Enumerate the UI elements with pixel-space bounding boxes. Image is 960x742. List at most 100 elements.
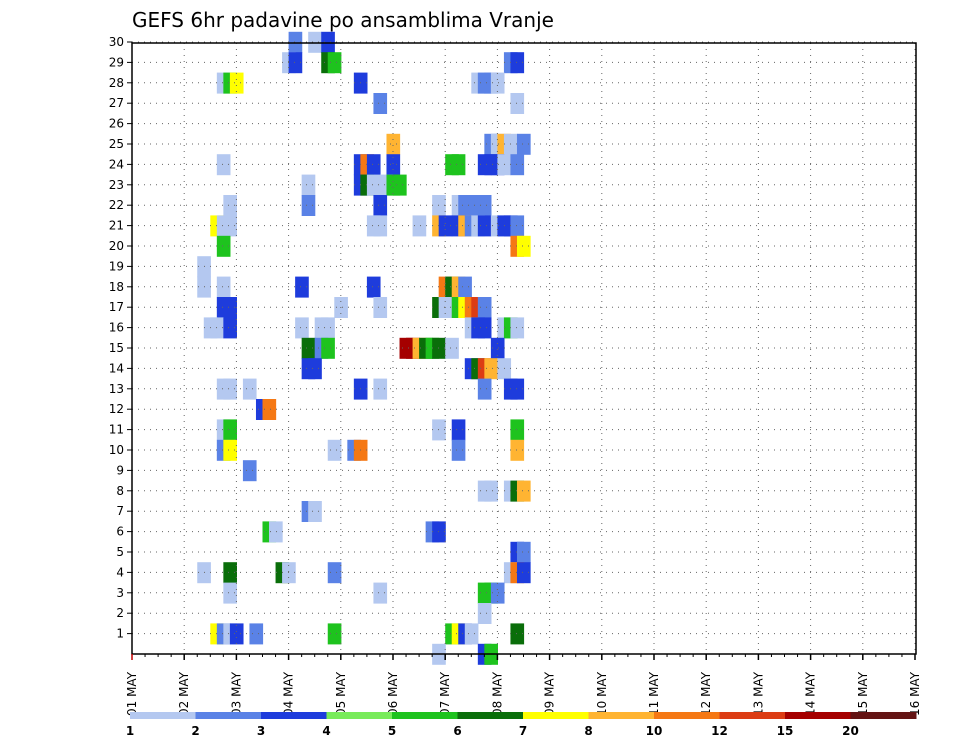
legend-label: 15 (777, 724, 794, 738)
heatmap-cell (445, 337, 459, 359)
heatmap-cell (249, 623, 264, 645)
heatmap-cell (295, 276, 309, 298)
legend-label: 2 (191, 724, 199, 738)
heatmap-cell (510, 317, 525, 339)
legend-swatch (261, 712, 327, 719)
legend-label: 7 (519, 724, 527, 738)
y-tick-label: 8 (116, 484, 124, 498)
y-tick-label: 13 (109, 382, 124, 396)
legend-swatch (785, 712, 851, 719)
heatmap-cell (451, 154, 466, 176)
x-tick-label: 15 MAY (856, 671, 870, 716)
heatmap-cell (242, 460, 257, 482)
y-tick-label: 11 (109, 423, 124, 437)
heatmap-cell (393, 174, 407, 196)
heatmap-cell (373, 378, 388, 400)
heatmap-cell (223, 215, 237, 237)
heatmap-cell (295, 317, 309, 339)
x-axis: 01 MAY 02 MAY 03 MAY 04 MAY 05 MAY 06 MAY 07 M… (125, 654, 922, 716)
heatmap-cell (301, 337, 316, 359)
x-tick-label: 14 MAY (804, 671, 818, 716)
legend-label: 3 (257, 724, 265, 738)
y-tick-label: 27 (109, 96, 124, 110)
heatmap-cell (223, 582, 237, 604)
heatmap-cell (510, 378, 525, 400)
heatmap-cell (308, 358, 322, 380)
heatmap-cell (327, 52, 342, 74)
heatmap-cell (451, 419, 466, 441)
heatmap-cell (308, 501, 322, 522)
y-tick-label: 5 (116, 545, 124, 559)
heatmap-cell (327, 623, 342, 645)
x-tick-label: 01 MAY (125, 671, 139, 716)
heatmap-cell (262, 399, 277, 420)
x-tick-label: 11 MAY (647, 671, 661, 716)
legend-swatch (654, 712, 720, 719)
heatmap-cell (477, 317, 492, 339)
y-tick-label: 1 (116, 627, 124, 641)
heatmap-cell (301, 195, 316, 216)
legend-swatch (523, 712, 589, 719)
x-tick-label: 16 MAY (908, 671, 922, 716)
y-tick-label: 16 (109, 321, 124, 335)
heatmap-cell (484, 480, 498, 502)
heatmap-cell (490, 337, 505, 359)
heatmap-cell (301, 174, 316, 196)
y-tick-label: 22 (109, 198, 124, 212)
legend-label: 20 (842, 724, 859, 738)
y-tick-label: 25 (109, 137, 124, 151)
heatmap-cell (366, 154, 381, 176)
y-tick-label: 26 (109, 117, 124, 131)
y-tick-label: 14 (109, 361, 124, 375)
heatmap-cell (373, 582, 388, 604)
legend-swatch (719, 712, 786, 719)
x-tick-label: 07 MAY (438, 671, 452, 716)
heatmap-cell (216, 154, 231, 176)
y-tick-label: 29 (109, 55, 124, 69)
heatmap-cells (197, 31, 531, 665)
heatmap-cell (477, 195, 492, 216)
legend-label: 12 (711, 724, 728, 738)
chart-title: GEFS 6hr padavine po ansamblima Vranje (132, 8, 554, 32)
heatmap-cell (516, 480, 531, 502)
heatmap-cell (516, 562, 531, 584)
heatmap-cell (223, 378, 237, 400)
heatmap-cell (386, 154, 401, 176)
heatmap-cell (464, 623, 479, 645)
y-tick-label: 30 (109, 35, 124, 49)
heatmap-cell (490, 72, 505, 94)
heatmap-cell (477, 215, 492, 237)
heatmap-cell (321, 317, 335, 339)
legend-swatch (588, 712, 655, 719)
y-tick-label: 10 (109, 443, 124, 457)
heatmap-cell (288, 52, 303, 74)
heatmap-cell (373, 195, 388, 216)
heatmap-cell (510, 154, 525, 176)
x-tick-label: 06 MAY (386, 671, 400, 716)
heatmap-cell (451, 439, 466, 461)
heatmap-cell (510, 93, 525, 114)
y-tick-label: 12 (109, 402, 124, 416)
heatmap-cell (510, 623, 525, 645)
y-tick-label: 9 (116, 463, 124, 477)
legend-label: 4 (322, 724, 330, 738)
heatmap-cell (484, 358, 498, 380)
heatmap-cell (327, 439, 342, 461)
legend-label: 6 (453, 724, 461, 738)
heatmap-cell (458, 276, 472, 298)
x-tick-label: 04 MAY (282, 671, 296, 716)
heatmap-cell (386, 133, 401, 155)
x-tick-label: 02 MAY (177, 671, 191, 716)
heatmap-cell (412, 215, 427, 237)
heatmap-cell (438, 215, 453, 237)
heatmap-cell (223, 562, 237, 584)
y-tick-label: 17 (109, 300, 124, 314)
y-tick-label: 23 (109, 178, 124, 192)
legend: 1 2 3 4 5 6 7 8 10 12 15 20 (126, 712, 917, 738)
y-tick-label: 2 (116, 606, 124, 620)
legend-label: 5 (388, 724, 396, 738)
heatmap-cell (242, 378, 257, 400)
heatmap-cell (516, 235, 531, 257)
heatmap-cell (516, 133, 531, 155)
